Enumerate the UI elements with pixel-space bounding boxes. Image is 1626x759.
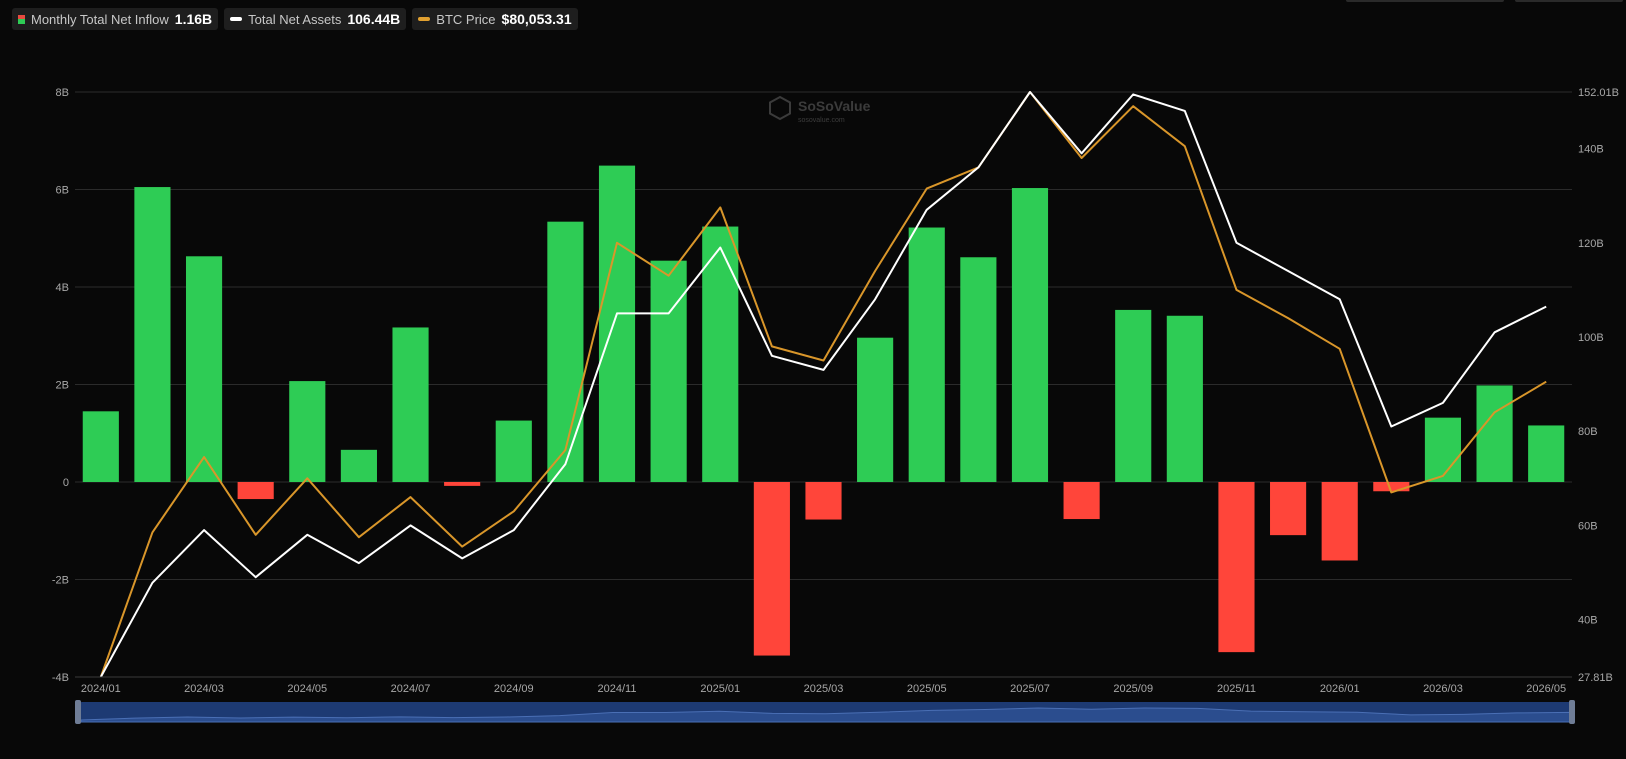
top-tab-left[interactable] (1346, 0, 1504, 2)
inflow-bar[interactable] (1270, 482, 1307, 536)
inflow-bar[interactable] (1218, 482, 1255, 653)
inflow-bar[interactable] (444, 482, 481, 486)
watermark-brand: SoSoValue (798, 98, 871, 114)
inflow-bar[interactable] (237, 482, 274, 500)
watermark: SoSoValue sosovalue.com (769, 95, 871, 124)
inflow-bar[interactable] (598, 165, 636, 483)
inflow-bar[interactable] (340, 449, 377, 482)
inflow-bar[interactable] (753, 482, 790, 656)
inflow-bar[interactable] (134, 187, 171, 482)
x-tick: 2024/01 (81, 683, 121, 695)
inflow-bar[interactable] (1115, 309, 1152, 482)
inflow-bar[interactable] (1063, 482, 1100, 520)
sosovalue-logo-icon (769, 95, 791, 121)
bar-swatch-icon (18, 14, 25, 24)
y-right-tick: 140B (1578, 144, 1604, 156)
y-right-tick: 80B (1578, 426, 1598, 438)
y-right-tick: 152.01B (1578, 87, 1619, 99)
x-tick: 2026/05 (1526, 683, 1566, 695)
y-left-tick: -4B (52, 672, 69, 684)
y-right-tick: 120B (1578, 238, 1604, 250)
x-tick: 2024/11 (598, 683, 637, 695)
legend-btc-label: BTC Price (436, 11, 496, 27)
inflow-bar[interactable] (1166, 315, 1203, 482)
inflow-bar[interactable] (392, 327, 429, 482)
navigator-left-handle[interactable] (75, 700, 81, 724)
x-tick: 2025/07 (1010, 683, 1050, 695)
x-tick: 2026/03 (1423, 683, 1463, 695)
y-left-tick: -2B (52, 575, 69, 587)
inflow-bar[interactable] (1373, 482, 1410, 492)
navigator-right-handle[interactable] (1569, 700, 1575, 724)
inflow-bar[interactable] (805, 482, 842, 520)
y-left-tick: 0 (63, 477, 69, 489)
inflow-bar[interactable] (960, 257, 997, 482)
inflow-bar[interactable] (1011, 188, 1049, 482)
x-tick: 2024/09 (494, 683, 534, 695)
y-left-tick: 6B (56, 185, 69, 197)
line-swatch-icon (230, 17, 243, 21)
y-right-tick: 60B (1578, 520, 1598, 532)
inflow-bar[interactable] (857, 337, 894, 482)
inflow-bar[interactable] (289, 381, 326, 482)
inflow-bar[interactable] (1321, 482, 1358, 561)
legend-assets[interactable]: Total Net Assets 106.44B (224, 8, 407, 30)
watermark-sub: sosovalue.com (798, 117, 845, 124)
y-left-tick: 8B (56, 87, 69, 99)
y-left-tick: 2B (56, 380, 69, 392)
x-tick: 2024/05 (287, 683, 327, 695)
navigator-series (80, 707, 1571, 723)
y-right-tick: 100B (1578, 332, 1604, 344)
legend-inflow[interactable]: Monthly Total Net Inflow 1.16B (12, 8, 219, 30)
x-tick: 2025/11 (1217, 683, 1256, 695)
inflow-bar[interactable] (547, 221, 584, 483)
line-swatch-icon (418, 17, 431, 21)
y-left-tick: 4B (56, 282, 69, 294)
inflow-bar[interactable] (1424, 417, 1462, 482)
inflow-bar[interactable] (650, 260, 687, 482)
legend-assets-value: 106.44B (347, 11, 401, 27)
legend-inflow-value: 1.16B (174, 11, 213, 27)
x-tick: 2025/05 (907, 683, 947, 695)
legend-assets-label: Total Net Assets (248, 11, 342, 27)
navigator[interactable] (75, 700, 1575, 724)
x-tick: 2024/07 (391, 683, 431, 695)
inflow-bar[interactable] (908, 227, 945, 482)
x-tick: 2025/09 (1113, 683, 1153, 695)
x-tick: 2025/03 (804, 683, 844, 695)
legend-inflow-label: Monthly Total Net Inflow (31, 11, 169, 27)
inflow-bar[interactable] (82, 411, 119, 482)
legend-btc-value: $80,053.31 (501, 11, 572, 27)
top-tab-right[interactable] (1515, 0, 1623, 2)
inflow-bar[interactable] (1528, 425, 1565, 482)
y-right-tick: 40B (1578, 615, 1598, 627)
x-tick: 2026/01 (1320, 683, 1360, 695)
y-right-tick: 27.81B (1578, 672, 1613, 684)
legend: Monthly Total Net Inflow 1.16B Total Net… (12, 8, 578, 30)
inflow-bar[interactable] (495, 420, 532, 482)
x-tick: 2024/03 (184, 683, 224, 695)
x-tick: 2025/01 (700, 683, 740, 695)
btc-price-line[interactable] (99, 91, 1547, 678)
inflow-bar[interactable] (702, 226, 739, 482)
inflow-bar[interactable] (185, 256, 223, 482)
inflow-bar[interactable] (1476, 385, 1513, 482)
legend-btc[interactable]: BTC Price $80,053.31 (412, 8, 578, 30)
total-net-assets-line[interactable] (99, 91, 1547, 678)
